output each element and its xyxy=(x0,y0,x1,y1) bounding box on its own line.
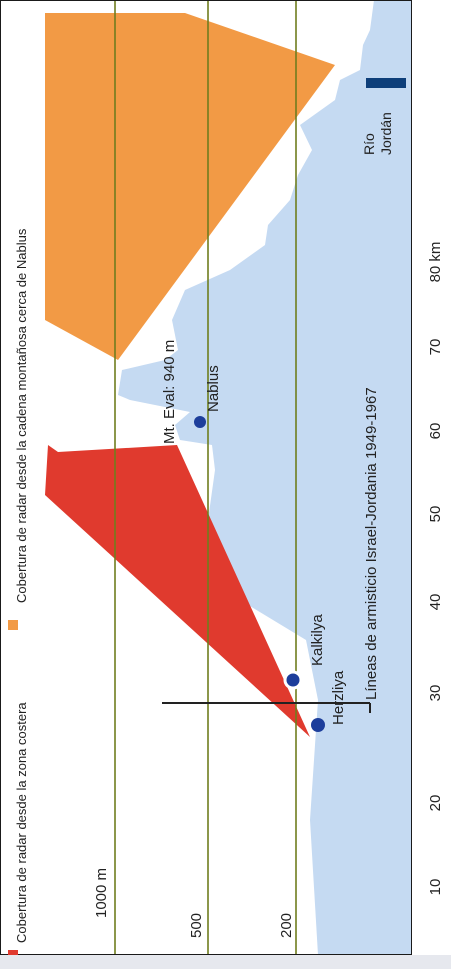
bottom-strip xyxy=(0,955,451,969)
kalkilya-label: Kalkilya xyxy=(309,614,326,666)
distance-tick-label: 40 xyxy=(427,594,444,611)
mt-eval-label: Mt. Eval: 940 m xyxy=(161,340,178,444)
jordan-label: Jordán xyxy=(378,112,394,155)
distance-tick-label: 80 km xyxy=(427,242,444,283)
nablus-marker xyxy=(194,416,206,428)
distance-tick-label: 10 xyxy=(427,879,444,896)
plot-frame xyxy=(0,0,412,955)
elevation-gridlines xyxy=(114,0,297,955)
armistice-label: Líneas de armisticio Israel-Jordania 194… xyxy=(363,387,380,700)
elevation-label-500: 500 xyxy=(188,913,205,938)
legend-nablus-swatch xyxy=(8,620,18,630)
distance-tick-label: 30 xyxy=(427,685,444,702)
herzliya-marker xyxy=(311,718,325,732)
kalkilya-marker xyxy=(283,670,303,690)
distance-tick-label: 70 xyxy=(427,339,444,356)
elevation-label-1000: 1000 m xyxy=(93,868,110,918)
elevation-label-200: 200 xyxy=(278,913,295,938)
nablus-label: Nablus xyxy=(205,365,222,412)
distance-tick-label: 60 xyxy=(427,423,444,440)
jordan-river-marker xyxy=(366,78,406,88)
distance-tick-label: 20 xyxy=(427,795,444,812)
legend-coastal-label: Cobertura de radar desde la zona costera xyxy=(14,702,29,943)
distance-tick-label: 50 xyxy=(427,506,444,523)
rio-label: Río xyxy=(361,133,377,155)
nablus-radar-coverage xyxy=(45,13,335,360)
legend-nablus-label: Cobertura de radar desde la cadena monta… xyxy=(14,228,29,603)
coastal-radar-coverage xyxy=(45,445,310,737)
terrain-profile xyxy=(118,0,412,955)
distance-axis: 10 20 30 40 50 60 70 80 km xyxy=(427,242,444,896)
herzliya-label: Herzliya xyxy=(330,670,347,725)
